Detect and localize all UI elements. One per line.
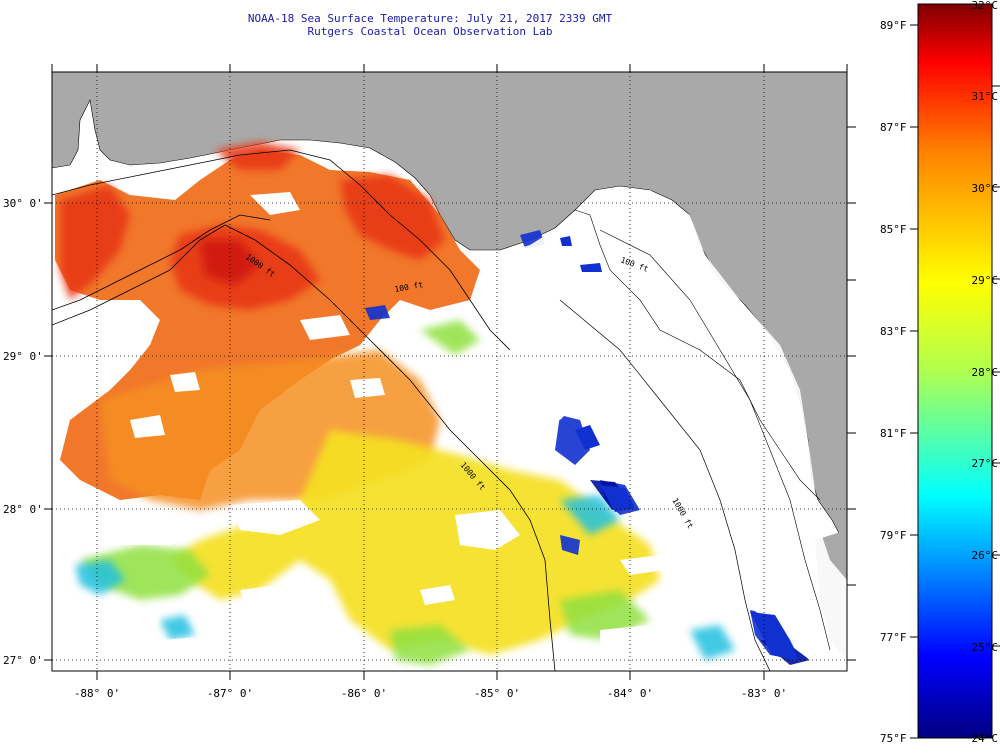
celsius-label: 31°C <box>972 90 999 103</box>
isobath-outer <box>52 214 271 311</box>
celsius-label: 25°C <box>972 641 999 654</box>
isobath-1000ft-florida <box>559 299 771 671</box>
sst-hot-core <box>60 142 445 310</box>
colorbar-ticks <box>910 24 1000 739</box>
map-subtitle: Rutgers Coastal Ocean Observation Lab <box>307 25 553 38</box>
fahrenheit-label: 89°F <box>880 19 907 32</box>
fahrenheit-label: 81°F <box>880 427 907 440</box>
isobath-1000ft <box>52 224 556 671</box>
lon-label: -85° 0' <box>474 687 520 700</box>
isobath-100ft-west <box>52 149 511 351</box>
map-title: NOAA-18 Sea Surface Temperature: July 21… <box>247 12 613 25</box>
celsius-label: 24°C <box>972 732 999 745</box>
florida-shelf-nodata <box>480 190 847 671</box>
celsius-label: 27°C <box>972 457 999 470</box>
florida-inner-coastline <box>574 209 821 501</box>
lat-label: 28° 0' <box>3 503 43 516</box>
axis-ticks <box>44 64 856 680</box>
lat-label: 29° 0' <box>3 350 43 363</box>
lat-lon-grid <box>52 72 847 671</box>
lon-label: -88° 0' <box>74 687 120 700</box>
sst-green-patches <box>80 320 650 665</box>
sst-hottest-spot <box>200 240 260 285</box>
sst-colorbar <box>917 3 993 739</box>
lon-label: -84° 0' <box>607 687 653 700</box>
lon-label: -83° 0' <box>741 687 787 700</box>
fahrenheit-label: 75°F <box>880 732 907 745</box>
sst-florida-blue-patches <box>560 236 800 662</box>
sst-yellow-region <box>170 430 660 655</box>
celsius-label: 26°C <box>972 549 999 562</box>
fahrenheit-label: 77°F <box>880 631 907 644</box>
celsius-label: 28°C <box>972 366 999 379</box>
celsius-label: 29°C <box>972 274 999 287</box>
lon-label: -87° 0' <box>207 687 253 700</box>
isobath-100ft-florida <box>599 229 831 651</box>
lat-label: 30° 0' <box>3 197 43 210</box>
fahrenheit-label: 87°F <box>880 121 907 134</box>
lon-label: -86° 0' <box>341 687 387 700</box>
celsius-label: 30°C <box>972 182 999 195</box>
celsius-label: 32°C <box>972 0 999 12</box>
lat-label: 27° 0' <box>3 654 43 667</box>
map-border <box>51 71 848 672</box>
fahrenheit-label: 85°F <box>880 223 907 236</box>
fahrenheit-label: 83°F <box>880 325 907 338</box>
fahrenheit-label: 79°F <box>880 529 907 542</box>
